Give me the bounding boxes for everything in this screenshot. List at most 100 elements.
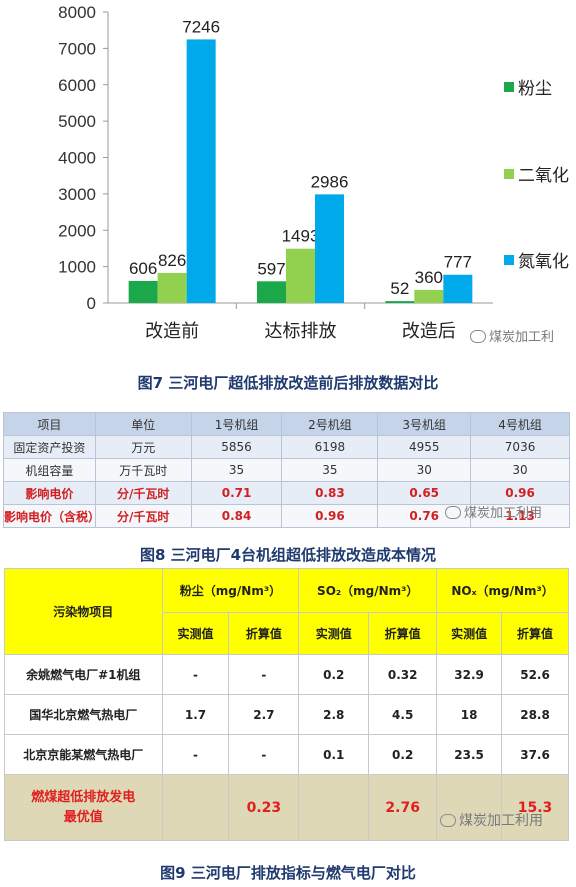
legend-label: 二氧化 (518, 166, 569, 186)
table-cell: 0.2 (368, 734, 438, 775)
table-row-highlight: 燃煤超低排放发电 最优值 0.23 2.76 15.3 (4, 774, 569, 841)
table-header: 单位 (94, 412, 192, 436)
table-cell: 5856 (190, 435, 283, 459)
table-cell: 机组容量 (3, 458, 96, 482)
wechat-icon (445, 506, 461, 519)
bar-value-label: 7246 (182, 17, 220, 36)
header-group-dust: 粉尘（mg/Nm³） (161, 568, 300, 613)
category-label: 改造前 (145, 321, 199, 342)
subheader: 折算值 (228, 612, 300, 655)
table-cell: 分/千瓦时 (94, 481, 192, 505)
y-tick-label: 4000 (58, 149, 96, 168)
table-cell: 分/千瓦时 (94, 504, 192, 528)
table-cell: 32.9 (436, 654, 503, 695)
table-cell: 0.2 (298, 654, 370, 695)
table-cell: 2.76 (368, 774, 438, 841)
table-cell: 2.8 (298, 694, 370, 735)
bar-value-label: 597 (257, 259, 285, 278)
table-cell: 52.6 (501, 654, 569, 695)
header-group-nox: NOₓ（mg/Nm³） (436, 568, 569, 613)
table-cell: 28.8 (501, 694, 569, 735)
table-row: 余姚燃气电厂#1机组 - - 0.2 0.32 32.9 52.6 (4, 654, 569, 695)
bar-2 (157, 272, 187, 303)
table-cell: - (228, 654, 300, 695)
wechat-icon (470, 330, 486, 343)
figure7-caption: 图7 三河电厂超低排放改造前后排放数据对比 (137, 374, 439, 392)
bar-2 (414, 289, 444, 303)
legend-label: 粉尘 (518, 79, 552, 99)
table-cell: - (161, 734, 230, 775)
watermark-fig9: 煤炭加工利用 (440, 810, 543, 830)
table-cell: 35 (281, 458, 379, 482)
table-cell: 0.96 (470, 481, 570, 505)
table-cell (436, 774, 503, 841)
y-tick-label: 8000 (58, 3, 96, 22)
y-tick-label: 6000 (58, 76, 96, 95)
emission-bar-chart: 0 1000 2000 3000 4000 5000 6000 7000 8000 606 826 7… (58, 3, 569, 342)
table-row: 固定资产投资 万元 5856 6198 4955 7036 (3, 435, 570, 459)
row-name-line: 燃煤超低排放发电 (31, 789, 136, 805)
table-subheader-row: 实测值 折算值 实测值 折算值 实测值 折算值 (5, 612, 569, 655)
watermark-fig7: 煤炭加工利 (470, 326, 554, 345)
table-cell: 0.96 (281, 504, 379, 528)
table-cell: 万元 (94, 435, 192, 459)
bar-value-label: 777 (444, 253, 472, 272)
table-cell: 4.5 (368, 694, 438, 735)
table-cell: 1.7 (161, 694, 230, 735)
table-cell (298, 774, 370, 841)
table-cell: 15.3 (501, 774, 569, 841)
table-row: 影响电价 分/千瓦时 0.71 0.83 0.65 0.96 (3, 481, 570, 505)
wechat-icon (440, 814, 456, 827)
row-name: 燃煤超低排放发电 最优值 (4, 774, 163, 841)
table-header-row: 污染物项目 粉尘（mg/Nm³） SO₂（mg/Nm³） NOₓ（mg/Nm³） (4, 568, 569, 655)
table-row: 国华北京燃气热电厂 1.7 2.7 2.8 4.5 18 28.8 (4, 694, 569, 735)
bar-3 (315, 194, 344, 303)
y-tick-label: 3000 (58, 185, 96, 204)
table-cell: 7036 (470, 435, 570, 459)
emission-compare-table: 污染物项目 粉尘（mg/Nm³） SO₂（mg/Nm³） NOₓ（mg/Nm³）… (4, 568, 569, 841)
table-cell: - (161, 654, 230, 695)
subheader: 折算值 (501, 612, 569, 655)
table-cell: 35 (190, 458, 283, 482)
table-cell: 万千瓦时 (94, 458, 192, 482)
table-cell: 30 (377, 458, 472, 482)
bar-value-label: 2986 (311, 172, 349, 191)
bar-1 (257, 281, 286, 303)
bar-3 (186, 39, 216, 303)
table-cell: 2.7 (228, 694, 300, 735)
table-cell (161, 774, 230, 841)
row-name: 余姚燃气电厂#1机组 (4, 654, 163, 695)
row-name: 国华北京燃气热电厂 (4, 694, 163, 735)
table-cell: 0.32 (368, 654, 438, 695)
legend-swatch (504, 255, 514, 265)
figure9-caption: 图9 三河电厂排放指标与燃气电厂对比 (160, 864, 416, 882)
y-tick-label: 5000 (58, 112, 96, 131)
table-cell: 0.84 (190, 504, 283, 528)
table-cell: 影响电价（含税） (3, 504, 100, 528)
legend-swatch (504, 169, 514, 179)
table-header-row: 项目 单位 1号机组 2号机组 3号机组 4号机组 (3, 412, 570, 436)
category-label: 达标排放 (265, 321, 337, 342)
table-row: 机组容量 万千瓦时 35 35 30 30 (3, 458, 570, 482)
row-name-line: 最优值 (63, 809, 103, 825)
table-cell: - (228, 734, 300, 775)
cost-table: 项目 单位 1号机组 2号机组 3号机组 4号机组 固定资产投资 万元 5856… (3, 412, 570, 528)
table-cell: 37.6 (501, 734, 569, 775)
subheader: 实测值 (298, 612, 370, 655)
table-cell: 影响电价 (3, 481, 96, 505)
header-pollutant-item: 污染物项目 (4, 568, 163, 655)
bar-1 (128, 280, 158, 303)
figure8-caption: 图8 三河电厂4台机组超低排放改造成本情况 (139, 546, 437, 564)
row-name: 北京京能某燃气热电厂 (4, 734, 163, 775)
table-header: 4号机组 (470, 412, 570, 436)
y-tick-label: 7000 (58, 39, 96, 58)
bar-3 (443, 274, 473, 303)
table-cell: 4955 (377, 435, 472, 459)
table-header: 项目 (3, 412, 96, 436)
table-cell: 0.83 (281, 481, 379, 505)
header-group-so2: SO₂（mg/Nm³） (298, 568, 438, 613)
bar-value-label: 826 (158, 251, 186, 270)
bar-2 (286, 248, 315, 303)
table-cell: 固定资产投资 (3, 435, 96, 459)
table-cell: 30 (470, 458, 570, 482)
